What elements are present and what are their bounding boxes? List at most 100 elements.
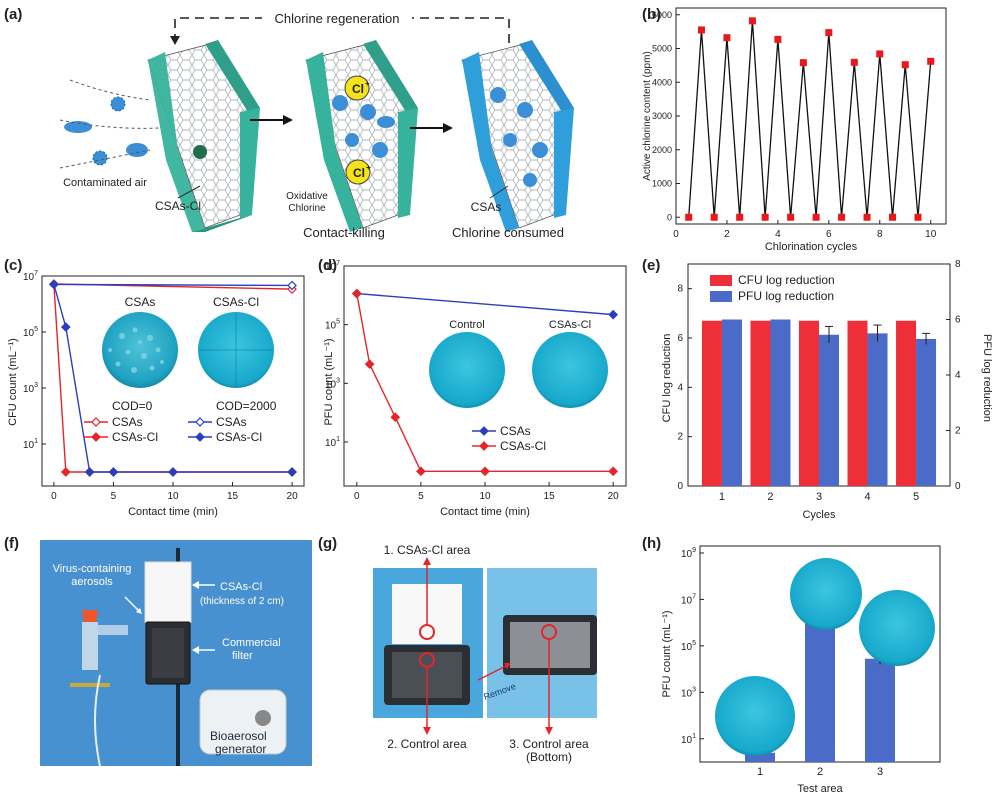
chart-c-point [287, 467, 297, 477]
chart-d-xtick-label: 10 [479, 491, 491, 502]
chart-b-point [914, 213, 922, 221]
chart-b-point [889, 213, 897, 221]
chart-c-point [168, 467, 178, 477]
chart-e-xtick-label: 3 [816, 491, 822, 503]
generator-label-2: generator [215, 742, 266, 756]
area3-label-2: (Bottom) [526, 750, 572, 764]
chart-c-ylabel: CFU count (mL⁻¹) [7, 338, 19, 426]
chart-e-xtick-label: 2 [767, 491, 773, 503]
inset-label-csas-cl: CSAs-Cl [213, 295, 259, 309]
inset-dish-area3 [859, 590, 935, 666]
chart-b-ytick-label: 5000 [652, 44, 672, 54]
contaminated-air-label: Contaminated air [63, 177, 147, 189]
chart-b-xtick-label: 6 [826, 229, 832, 240]
area1-label: 1. CSAs-Cl area [384, 543, 471, 557]
chart-c-point [108, 467, 119, 477]
chart-b-xlabel: Chlorination cycles [765, 241, 858, 253]
panel-a-schematic: Chlorine regeneration Contaminated air C… [59, 8, 574, 240]
chart-h-ticks: 101 103 105 107 109 1 2 3 [681, 547, 883, 778]
panel-label-a: (a) [4, 6, 22, 23]
chart-e-ytick-label-right: 4 [955, 370, 961, 381]
csas-cl-photo-label-2: (thickness of 2 cm) [200, 596, 284, 607]
chart-b-point [812, 213, 820, 221]
chart-h-bar [865, 658, 895, 762]
svg-text:+: + [365, 79, 370, 88]
chlorine-consumed-label: Chlorine consumed [452, 225, 564, 240]
panel-label-b: (b) [642, 6, 661, 23]
chart-d-xtick-label: 0 [354, 491, 360, 502]
chart-d-ticks: 0 5 10 15 20 101 103 105 107 [325, 260, 619, 502]
csas-cl-label: CSAs-Cl [155, 199, 201, 213]
regeneration-arrow-icon [170, 36, 180, 45]
chart-b-point [748, 17, 756, 25]
colony-spots [108, 327, 164, 373]
inset-dish-control [429, 332, 505, 408]
chart-c-point [287, 280, 297, 291]
legend-swatch [710, 291, 732, 302]
chart-e-ticks: 0 2 4 6 8 0 2 4 6 8 1 2 3 4 5 [677, 259, 961, 503]
chart-c-ytick-label: 103 [23, 382, 38, 395]
chart-b-ytick-label: 4000 [652, 77, 672, 87]
chart-c-frame [41, 275, 305, 487]
chart-e-ylabel-right: PFU log reduction [981, 334, 993, 422]
chart-c-xtick-label: 10 [167, 491, 179, 502]
chlorine-badge-icon [345, 159, 371, 185]
contact-killing-label: Contact-killing [303, 225, 385, 240]
chart-d-point [416, 466, 426, 477]
legend-label: CSAs-Cl [216, 430, 262, 444]
chart-h-xlabel: Test area [797, 783, 843, 795]
chart-d-series [351, 288, 619, 477]
chart-e-ytick-label-right: 2 [955, 426, 961, 437]
chart-e-legend: CFU log reduction PFU log reduction [710, 273, 835, 303]
chart-h: 101 103 105 107 109 1 2 3 Test area PFU count (… [661, 545, 941, 795]
legend-label: CSAs-Cl [112, 430, 158, 444]
oxidative-label-2: Chlorine [288, 203, 326, 214]
chart-e-bar [819, 334, 839, 486]
chart-c-point [60, 322, 71, 332]
bioaerosol-generator [199, 689, 287, 755]
csas-cl-photo-label-1: CSAs-Cl [220, 581, 262, 593]
chart-e-bar [896, 320, 917, 486]
chart-e-ytick-label: 2 [677, 432, 683, 443]
chart-b-point [697, 26, 705, 34]
arrow-icon [283, 115, 293, 125]
chart-e-xlabel: Cycles [802, 509, 836, 521]
chart-c: CSAs CSAs-Cl 0 5 10 15 20 101 103 105 107 COD=0 C… [7, 270, 305, 518]
chart-c-xlabel: Contact time (min) [128, 506, 218, 518]
chart-b-point [876, 50, 884, 58]
legend-label: CSAs [216, 415, 247, 429]
chart-e-ytick-label-right: 0 [955, 481, 961, 492]
chart-h-ytick-label: 107 [681, 593, 696, 606]
chart-h-ytick-label: 103 [681, 686, 696, 699]
chart-h-xtick-label: 3 [877, 766, 883, 778]
commercial-filter-label-2: filter [232, 650, 253, 662]
chart-c-ytick-label: 101 [23, 438, 38, 451]
chart-e-ytick-label: 0 [677, 481, 683, 492]
chart-h-xtick-label: 2 [817, 766, 823, 778]
legend-marker [91, 432, 101, 442]
chart-d-series-line [356, 293, 614, 473]
chart-b-point [825, 29, 833, 37]
chart-e-ytick-label: 6 [677, 333, 683, 344]
chart-b-point [838, 213, 846, 221]
cl-plus-label: Cl [352, 82, 364, 96]
chart-h-xtick-label: 1 [757, 766, 763, 778]
legend-marker [479, 426, 489, 436]
panel-label-c: (c) [4, 257, 22, 274]
chart-e-ytick-label: 8 [677, 284, 683, 295]
legend-group-cod2000: COD=2000 [216, 399, 277, 413]
chart-e-bar [701, 320, 722, 486]
contact-killing-block: Cl + Cl + [305, 40, 418, 232]
chart-d-ytick-label: 101 [325, 436, 340, 449]
legend-group-cod0: COD=0 [112, 399, 153, 413]
chart-d: Control CSAs-Cl 0 5 10 15 20 101 103 105 107 CSA… [323, 260, 627, 518]
chart-b-point [850, 58, 858, 66]
chart-b-point [761, 213, 769, 221]
chart-b-point [710, 213, 718, 221]
chart-e-bar [770, 319, 791, 486]
chart-b-xtick-label: 0 [673, 229, 679, 240]
legend-label: CFU log reduction [738, 273, 835, 287]
